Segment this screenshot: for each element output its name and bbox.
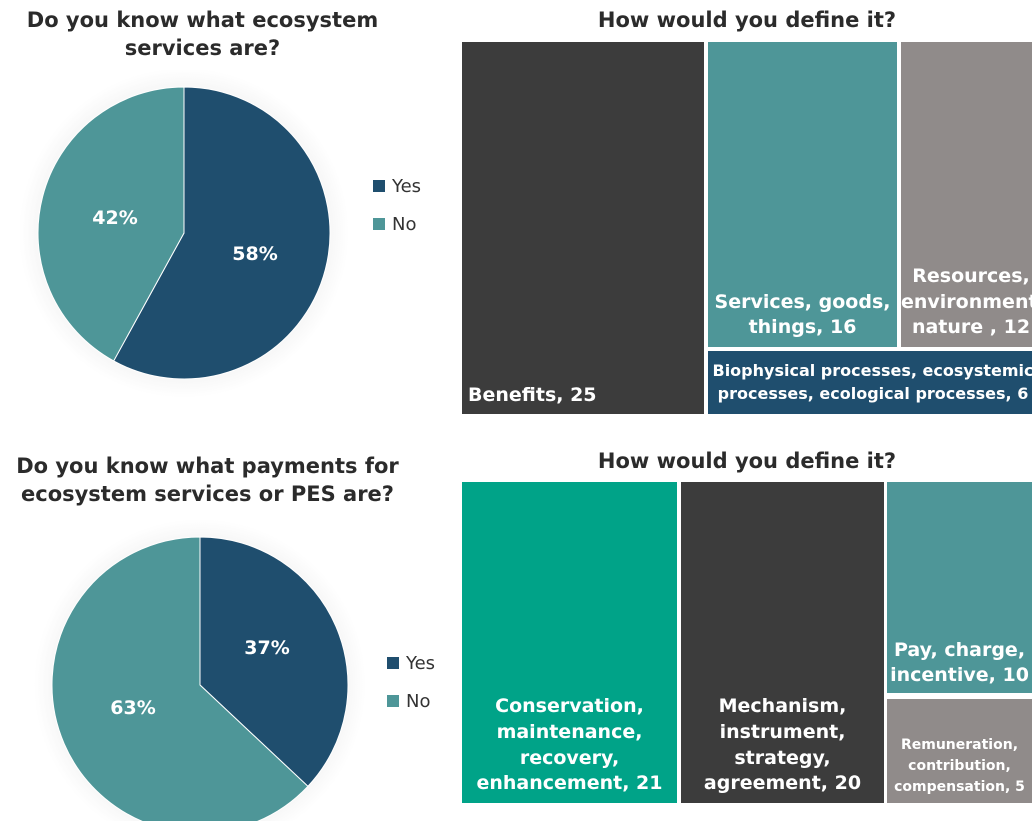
treemap1-tile-biophysical: Biophysical processes, ecosystemic proce… xyxy=(708,351,1032,414)
treemap1-tile-biophysical-label: Biophysical processes, ecosystemic proce… xyxy=(708,359,1032,405)
pie2-chart: 37% 63% xyxy=(34,519,366,821)
legend-label-yes: Yes xyxy=(406,652,436,674)
tile-line: environment, xyxy=(901,290,1032,313)
treemap2-tile-conservation: Conservation, maintenance, recovery, enh… xyxy=(462,482,677,803)
tile-line: strategy, xyxy=(734,746,831,769)
legend-label-no: No xyxy=(406,690,431,712)
tile-line: agreement, 20 xyxy=(703,772,862,795)
treemap2-title: How would you define it? xyxy=(597,449,897,473)
treemap1-tile-benefits-label: Benefits, 25 xyxy=(468,384,597,406)
pie1-chart: 58% 42% xyxy=(19,70,349,398)
treemap2-tile-pay: Pay, charge, incentive, 10 xyxy=(887,482,1032,693)
pie1-legend-yes: Yes xyxy=(373,167,421,205)
legend-swatch-yes xyxy=(387,657,399,669)
tile-line: contribution, xyxy=(908,758,1011,774)
treemap2-tile-remuneration-label: Remuneration, contribution, compensation… xyxy=(887,735,1032,798)
pie1-label-no: 42% xyxy=(92,207,137,229)
pie2-title: Do you know what payments for ecosystem … xyxy=(15,452,400,509)
pie2-label-no: 63% xyxy=(110,697,155,719)
tile-line: Mechanism, xyxy=(718,695,847,718)
treemap1-tile-resources: Resources, environment, nature , 12 xyxy=(901,42,1032,347)
legend-label-no: No xyxy=(392,213,417,235)
treemap2-tile-pay-label: Pay, charge, incentive, 10 xyxy=(887,638,1032,689)
tile-line: compensation, 5 xyxy=(894,779,1025,795)
legend-label-yes: Yes xyxy=(392,175,422,197)
pie1-slice-yes xyxy=(112,86,331,380)
tile-line: Benefits, 25 xyxy=(468,384,597,406)
tile-line: enhancement, 21 xyxy=(476,772,663,795)
treemap2-tile-mechanism: Mechanism, instrument, strategy, agreeme… xyxy=(681,482,884,803)
tile-line: Services, goods, xyxy=(714,290,891,313)
tile-line: instrument, xyxy=(719,721,846,744)
treemap1-tile-benefits: Benefits, 25 xyxy=(462,42,704,414)
legend-swatch-no xyxy=(373,218,385,230)
pie1-legend: Yes No xyxy=(373,167,421,243)
pie2-title-line-2: ecosystem services or PES are? xyxy=(21,482,394,507)
tile-line: Remuneration, xyxy=(900,737,1019,753)
tile-line: nature , 12 xyxy=(911,316,1031,339)
pie1-legend-no: No xyxy=(373,205,421,243)
pie2-legend-no: No xyxy=(387,682,435,720)
treemap2-tile-remuneration: Remuneration, contribution, compensation… xyxy=(887,699,1032,803)
treemap1-title: How would you define it? xyxy=(597,8,897,32)
tile-line: Resources, xyxy=(912,265,1030,288)
treemap2-tile-mechanism-label: Mechanism, instrument, strategy, agreeme… xyxy=(681,694,884,797)
treemap1-tile-services-label: Services, goods, things, 16 xyxy=(708,290,897,341)
pie2-legend: Yes No xyxy=(387,644,435,720)
tile-line: maintenance, xyxy=(496,721,643,744)
tile-line: things, 16 xyxy=(748,316,857,339)
treemap1-tile-services: Services, goods, things, 16 xyxy=(708,42,897,347)
tile-line: Pay, charge, xyxy=(893,638,1026,661)
pie2-label-yes: 37% xyxy=(244,637,289,659)
pie1-slice-no xyxy=(37,86,185,362)
tile-line: Conservation, xyxy=(495,695,644,718)
pie2-legend-yes: Yes xyxy=(387,644,435,682)
tile-line: Biophysical processes, ecosystemic xyxy=(712,361,1032,380)
treemap2-tile-conservation-label: Conservation, maintenance, recovery, enh… xyxy=(462,694,677,797)
tile-line: processes, ecological processes, 6 xyxy=(717,384,1029,404)
pie1-title-line-1: Do you know what ecosystem xyxy=(26,8,379,32)
pie2-slice-no xyxy=(51,536,309,821)
legend-swatch-yes xyxy=(373,180,385,192)
pie2-slice-yes xyxy=(199,536,349,788)
tile-line: recovery, xyxy=(519,746,620,769)
tile-line: incentive, 10 xyxy=(890,664,1029,687)
pie2-title-line-1: Do you know what payments for xyxy=(16,454,399,478)
pie1-title: Do you know what ecosystem services are? xyxy=(20,6,385,63)
pie1-label-yes: 58% xyxy=(232,243,277,265)
treemap1-tile-resources-label: Resources, environment, nature , 12 xyxy=(901,264,1032,341)
pie1-title-line-2: services are? xyxy=(124,36,281,61)
legend-swatch-no xyxy=(387,695,399,707)
